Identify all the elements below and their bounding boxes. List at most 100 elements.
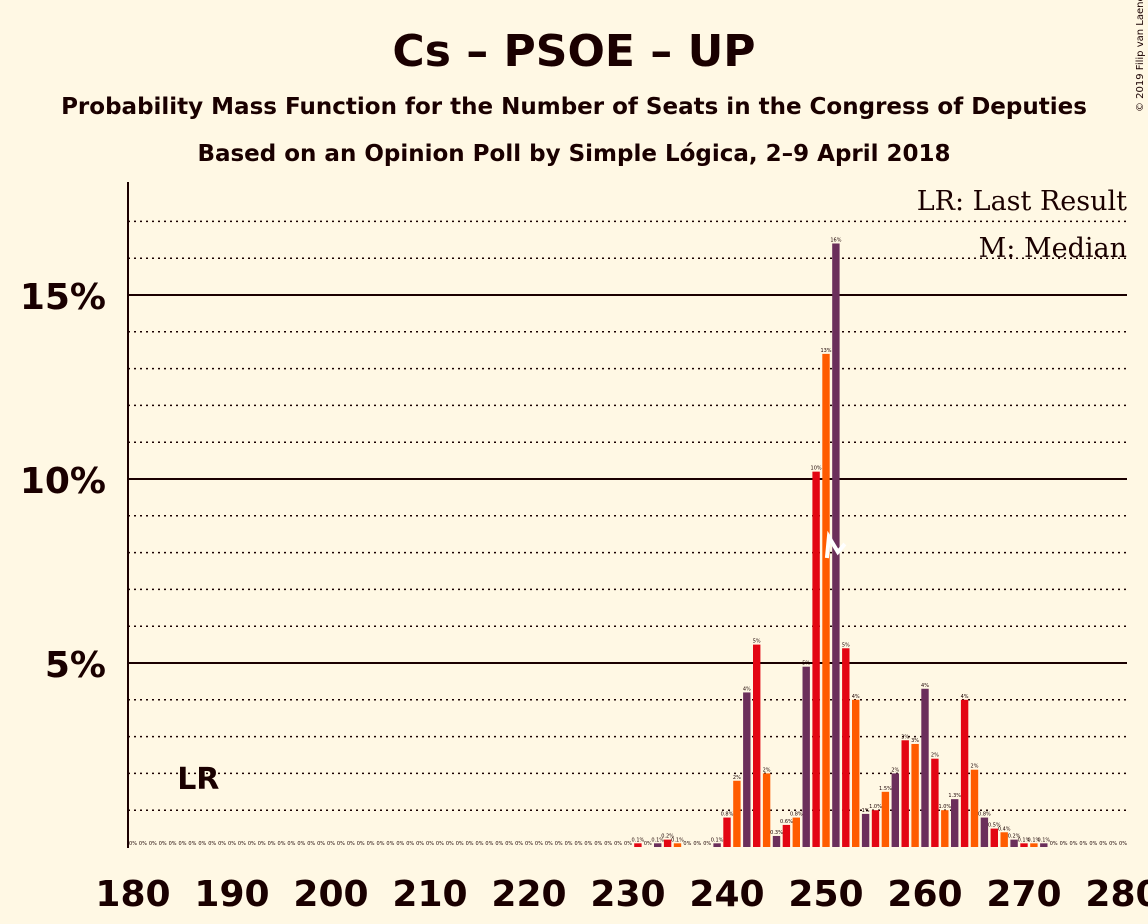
bar <box>1040 843 1048 847</box>
data-label: 13% <box>820 348 831 354</box>
data-labels: 0% 0% 0% 0% 0% 0% 0% 0% 0% 0% 0% 0% 0% 0% 0% 0% 0% 0% 0% 0%… <box>129 237 1127 847</box>
bar <box>990 828 998 847</box>
data-label: 0% <box>287 841 295 847</box>
data-label: 0% <box>446 841 454 847</box>
bar <box>743 692 751 847</box>
chart-subtitle-poll: Based on an Opinion Poll by Simple Lógic… <box>197 141 950 167</box>
data-label: 3% <box>901 734 909 740</box>
data-label: 0% <box>149 841 157 847</box>
data-label: 0% <box>317 841 325 847</box>
data-label: 0.8% <box>978 812 991 818</box>
data-label: 0% <box>188 841 196 847</box>
bar <box>901 740 909 847</box>
x-tick-label: 270 <box>986 874 1061 915</box>
y-axis-ticks: 5% 10% 15% <box>20 277 106 686</box>
bar <box>960 699 969 847</box>
data-label: 0% <box>644 841 652 847</box>
bar <box>951 799 959 847</box>
data-label: 0.1% <box>1018 837 1031 843</box>
data-label: 0.2% <box>1008 834 1021 840</box>
data-label: 0.1% <box>671 837 684 843</box>
data-label: 5% <box>753 639 761 645</box>
data-label: 0% <box>683 841 691 847</box>
data-label: 0% <box>594 841 602 847</box>
data-label: 0.1% <box>1037 837 1050 843</box>
bar <box>772 835 781 847</box>
data-label: 0% <box>1099 841 1107 847</box>
bar <box>970 769 979 847</box>
bar <box>1020 843 1028 847</box>
bars <box>634 243 1048 848</box>
x-tick-label: 230 <box>590 874 665 915</box>
data-label: 0% <box>1060 841 1068 847</box>
data-label: 0% <box>357 841 365 847</box>
data-label: 1.0% <box>869 804 882 810</box>
data-label: 0% <box>693 841 701 847</box>
data-label: 0% <box>466 841 474 847</box>
data-label: 0.5% <box>988 823 1001 829</box>
bar <box>802 666 810 847</box>
legend-last-result: LR: Last Result <box>917 186 1127 217</box>
bar <box>822 353 830 847</box>
data-label: 0% <box>238 841 246 847</box>
bar <box>782 824 791 847</box>
data-label: 16% <box>830 237 841 243</box>
bar <box>921 688 929 847</box>
data-label: 0% <box>337 841 345 847</box>
bar <box>673 843 682 847</box>
data-label: 4% <box>921 683 929 689</box>
bar <box>852 699 860 847</box>
data-label: 5% <box>842 642 850 648</box>
data-label: 4% <box>961 694 969 700</box>
data-label: 0.2% <box>661 834 674 840</box>
x-tick-label: 250 <box>788 874 863 915</box>
data-label: 0% <box>278 841 286 847</box>
bar <box>911 743 919 847</box>
data-label: 0.8% <box>721 812 734 818</box>
bar <box>723 817 731 847</box>
data-label: 0% <box>406 841 414 847</box>
bar <box>861 813 870 847</box>
data-label: 0% <box>218 841 226 847</box>
y-tick-label: 15% <box>20 277 106 318</box>
y-tick-label: 5% <box>45 645 106 686</box>
bar <box>663 839 672 847</box>
data-label: 0% <box>396 841 404 847</box>
median-marker <box>824 530 847 559</box>
data-label: 1.5% <box>879 786 892 792</box>
data-label: 0% <box>307 841 315 847</box>
data-label: 0% <box>1089 841 1097 847</box>
x-tick-label: 220 <box>491 874 566 915</box>
data-label: 0% <box>495 841 503 847</box>
bar <box>931 758 939 847</box>
bar <box>812 471 820 847</box>
legend-median: M: Median <box>979 233 1127 264</box>
x-tick-label: 190 <box>194 874 269 915</box>
bar <box>871 810 880 847</box>
data-label: 0% <box>505 841 513 847</box>
bar <box>753 644 761 847</box>
data-label: 0.1% <box>632 837 645 843</box>
data-label: 0% <box>485 841 493 847</box>
data-label: 0.1% <box>651 837 664 843</box>
data-label: 0.6% <box>780 819 793 825</box>
bar <box>1030 843 1038 847</box>
data-label: 0% <box>614 841 622 847</box>
data-label: 0% <box>208 841 216 847</box>
data-label: 0.8% <box>790 812 803 818</box>
data-label: 0% <box>1109 841 1117 847</box>
data-label: 0% <box>1119 841 1127 847</box>
data-label: 0% <box>575 841 583 847</box>
data-label: 0% <box>367 841 375 847</box>
data-label: 0% <box>297 841 305 847</box>
data-label: 3% <box>911 738 919 744</box>
bar <box>713 843 721 847</box>
gridlines <box>128 220 1127 811</box>
data-label: 0% <box>258 841 266 847</box>
data-label: 2% <box>733 775 741 781</box>
data-label: 0% <box>228 841 236 847</box>
data-label: 0% <box>584 841 592 847</box>
data-label: 0% <box>604 841 612 847</box>
data-label: 0% <box>327 841 335 847</box>
